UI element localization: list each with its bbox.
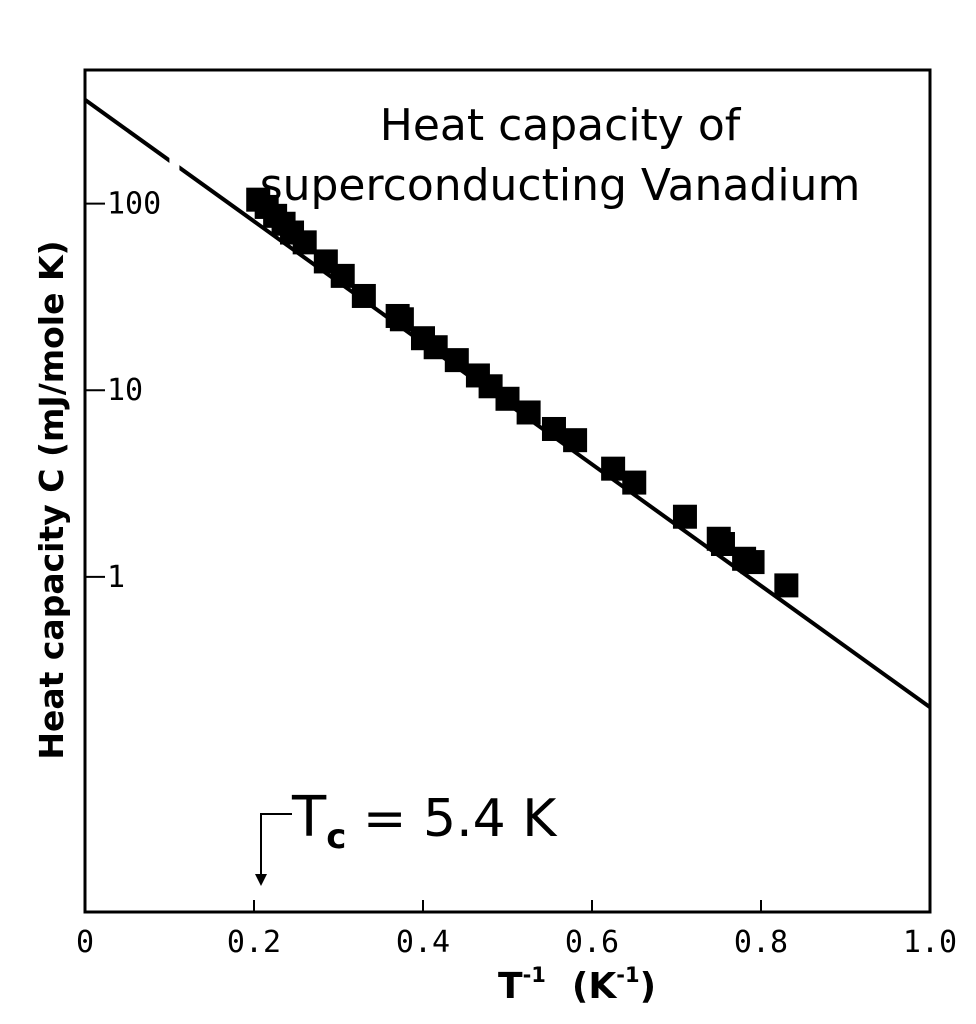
tc-value: = 5.4 K	[346, 789, 558, 849]
y-axis-label: Heat capacity C (mJ/mole K)	[32, 240, 71, 759]
data-point	[516, 400, 541, 425]
y-tick-label: 1	[107, 560, 125, 595]
tc-symbol: T	[291, 785, 327, 850]
fit-line-gap	[169, 150, 180, 179]
tc-annotation-text: Tc = 5.4 K	[291, 785, 558, 857]
x-tick-label: 0.8	[734, 925, 788, 960]
data-point	[601, 456, 626, 481]
chart-title-line-2: superconducting Vanadium	[260, 160, 861, 211]
y-axis-ticks: 1 10 100	[85, 187, 161, 595]
data-point	[389, 307, 414, 332]
x-axis-label-close: )	[640, 966, 656, 1007]
data-point	[774, 573, 799, 598]
x-axis-label-base: T	[498, 966, 523, 1007]
data-point	[541, 416, 566, 441]
data-point	[292, 230, 317, 255]
tc-subscript: c	[326, 817, 346, 857]
data-point	[563, 428, 588, 453]
x-axis-label-unit-sup: -1	[616, 963, 639, 987]
x-tick-label: 0.2	[227, 925, 281, 960]
tc-arrow-line	[260, 813, 292, 878]
x-tick-label: 0.4	[396, 925, 450, 960]
data-point	[330, 263, 355, 288]
data-point	[423, 335, 448, 360]
x-axis-label-unit: (K	[572, 966, 617, 1007]
x-axis-label-sup: -1	[523, 963, 546, 987]
x-axis-ticks: 0 0.2 0.4 0.6 0.8 1.0	[76, 900, 957, 960]
data-point	[740, 550, 765, 575]
data-point	[444, 348, 469, 373]
data-point	[672, 504, 697, 529]
plot-frame	[83, 68, 932, 914]
data-points	[246, 187, 799, 598]
data-point	[622, 470, 647, 495]
tc-arrow-head	[255, 874, 267, 886]
y-tick-label: 10	[107, 373, 143, 408]
x-axis-label: T-1 (K-1)	[498, 963, 656, 1007]
data-point	[710, 531, 735, 556]
data-point	[495, 386, 520, 411]
tc-annotation: Tc = 5.4 K	[255, 785, 558, 886]
data-point	[351, 283, 376, 308]
y-tick-label: 100	[107, 187, 161, 222]
x-tick-label: 0.6	[565, 925, 619, 960]
x-tick-label: 1.0	[903, 925, 957, 960]
x-tick-label: 0	[76, 925, 94, 960]
chart-title-line-1: Heat capacity of	[380, 100, 742, 151]
